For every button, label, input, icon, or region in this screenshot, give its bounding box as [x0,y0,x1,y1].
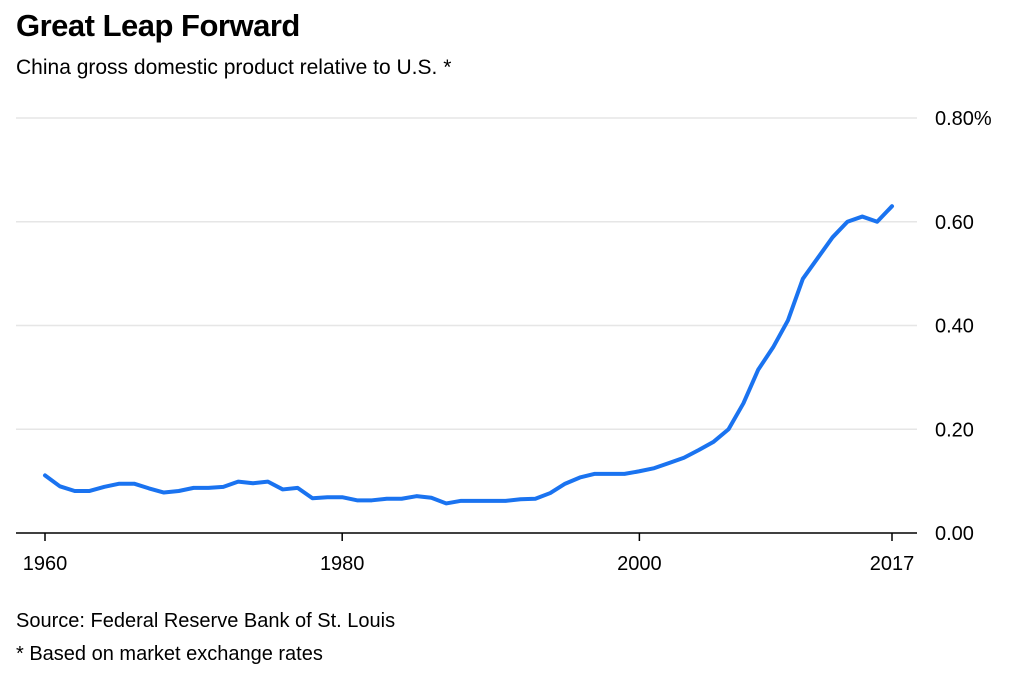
y-tick-label: 0.80% [935,108,992,130]
gridlines [16,117,917,430]
source-note: Source: Federal Reserve Bank of St. Loui… [16,610,396,632]
line-chart: 1960 1980 2000 2017 0.80% 0.60 0.40 0.20 0.00 [16,108,992,575]
footnote: * Based on market exchange rates [16,643,323,665]
chart-subtitle: China gross domestic product relative to… [16,56,452,79]
chart-title: Great Leap Forward [16,8,300,43]
x-tick-label: 2017 [870,553,915,575]
y-axis-labels: 0.80% 0.60 0.40 0.20 0.00 [935,108,992,545]
y-tick-label: 0.00 [935,523,974,545]
y-tick-label: 0.20 [935,419,974,441]
x-axis: 1960 1980 2000 2017 [16,532,917,575]
series-line [43,204,894,506]
plot-area [43,204,894,506]
y-tick-label: 0.40 [935,316,974,338]
x-tick-label: 1980 [320,553,365,575]
y-tick-label: 0.60 [935,212,974,234]
x-tick-label: 1960 [23,553,68,575]
x-tick-label: 2000 [617,553,662,575]
